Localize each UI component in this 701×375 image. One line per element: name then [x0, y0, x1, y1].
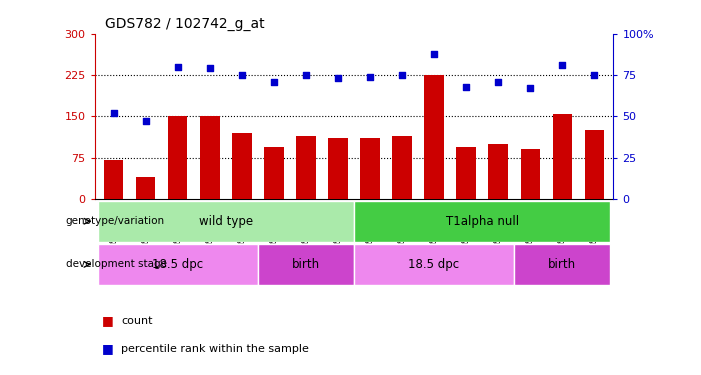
Text: 18.5 dpc: 18.5 dpc	[409, 258, 460, 271]
Text: birth: birth	[548, 258, 576, 271]
Bar	[297, 135, 315, 199]
Point	[397, 72, 408, 78]
Text: development stage: development stage	[66, 260, 167, 269]
Point	[268, 79, 280, 85]
Text: ■: ■	[102, 314, 114, 327]
Bar	[489, 144, 508, 199]
Bar	[514, 244, 610, 285]
Text: percentile rank within the sample: percentile rank within the sample	[121, 344, 309, 354]
Bar	[232, 133, 252, 199]
Point	[332, 75, 343, 81]
Bar	[104, 160, 123, 199]
Bar	[328, 138, 348, 199]
Point	[365, 74, 376, 80]
Text: T1alpha null: T1alpha null	[446, 215, 519, 228]
Text: genotype/variation: genotype/variation	[66, 216, 165, 226]
Point	[493, 79, 504, 85]
Text: birth: birth	[292, 258, 320, 271]
Point	[300, 72, 311, 78]
Bar	[168, 116, 187, 199]
Point	[428, 51, 440, 57]
Bar	[456, 147, 476, 199]
Text: GDS782 / 102742_g_at: GDS782 / 102742_g_at	[105, 17, 265, 32]
Point	[589, 72, 600, 78]
Bar	[585, 130, 604, 199]
Bar	[354, 201, 610, 242]
Bar	[98, 201, 354, 242]
Bar	[424, 75, 444, 199]
Point	[557, 62, 568, 68]
Point	[172, 64, 184, 70]
Bar	[258, 244, 354, 285]
Bar	[360, 138, 380, 199]
Bar	[136, 177, 156, 199]
Bar	[354, 244, 514, 285]
Text: wild type: wild type	[199, 215, 253, 228]
Point	[236, 72, 247, 78]
Text: count: count	[121, 316, 153, 326]
Point	[204, 65, 215, 71]
Bar	[552, 114, 572, 199]
Bar	[393, 135, 411, 199]
Point	[524, 85, 536, 91]
Point	[108, 110, 119, 116]
Point	[461, 84, 472, 90]
Bar	[200, 116, 219, 199]
Text: ■: ■	[102, 342, 114, 355]
Bar	[521, 149, 540, 199]
Bar	[264, 147, 284, 199]
Text: 18.5 dpc: 18.5 dpc	[152, 258, 203, 271]
Bar	[98, 244, 258, 285]
Point	[140, 118, 151, 124]
